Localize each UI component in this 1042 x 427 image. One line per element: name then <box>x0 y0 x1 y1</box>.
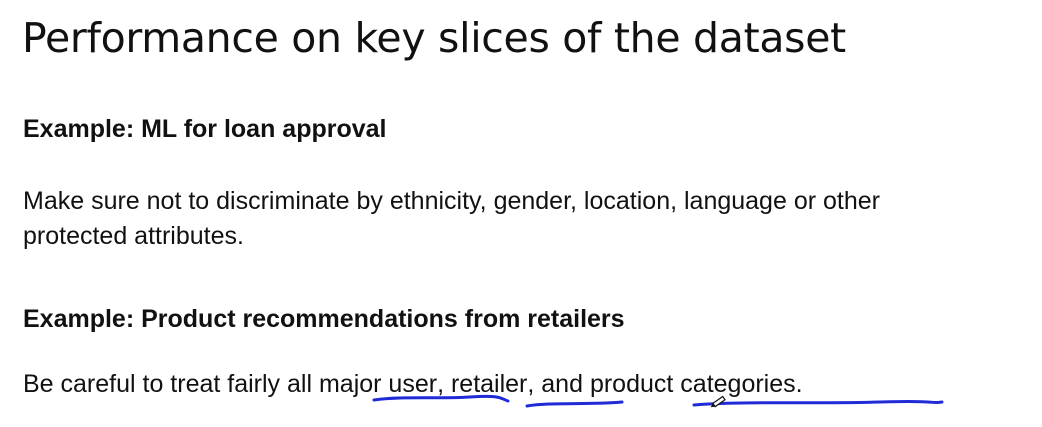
example-loan-heading: Example: ML for loan approval <box>23 115 387 143</box>
separator-1: , <box>437 370 451 398</box>
separator-2: , and <box>527 370 590 398</box>
example-retail-text: Be careful to treat fairly all major use… <box>23 367 803 402</box>
term-product-categories: product categories. <box>589 370 803 398</box>
example-retail-heading: Example: Product recommendations from re… <box>23 305 625 333</box>
example-loan-text: Make sure not to discriminate by ethnici… <box>23 184 880 254</box>
example-loan-line-2: protected attributes. <box>23 222 244 250</box>
term-major-user: major user <box>318 370 438 398</box>
retail-text-start: Be careful to treat fairly all <box>23 370 319 398</box>
term-retailer: retailer <box>450 370 528 398</box>
underline-retailer <box>525 400 624 408</box>
example-loan-line-1: Make sure not to discriminate by ethnici… <box>23 187 880 215</box>
slide-title: Performance on key slices of the dataset <box>22 14 846 62</box>
